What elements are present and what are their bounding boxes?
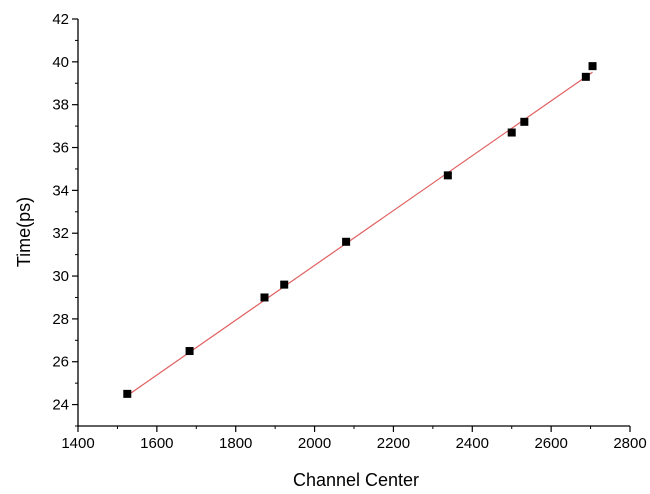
data-point [280, 280, 289, 289]
data-point [443, 171, 452, 180]
x-tick-label: 1400 [61, 435, 94, 452]
data-point [342, 237, 351, 246]
data-point [507, 128, 516, 137]
x-tick-label: 2400 [456, 435, 489, 452]
y-tick-label: 28 [52, 311, 69, 328]
y-tick-label: 26 [52, 354, 69, 371]
data-point [185, 347, 194, 356]
fit-line-layer [126, 71, 593, 397]
y-tick-label: 40 [52, 54, 69, 71]
x-tick-label: 2800 [613, 435, 646, 452]
y-axis-title: Time(ps) [14, 197, 34, 267]
x-tick-label: 1800 [219, 435, 252, 452]
data-point [588, 62, 597, 71]
y-tick-label: 30 [52, 268, 69, 285]
x-tick-label: 2600 [534, 435, 567, 452]
data-point [581, 72, 590, 81]
x-tick-label: 2200 [377, 435, 410, 452]
axes: 1400 1600 1800 2000 2200 2400 2600 2800 24 26 28 30… [52, 11, 646, 452]
data-point [520, 117, 529, 126]
fit-line [126, 71, 593, 397]
data-point [260, 293, 269, 302]
y-tick-label: 32 [52, 225, 69, 242]
x-tick-label: 1600 [140, 435, 173, 452]
y-tick-label: 42 [52, 11, 69, 28]
y-tick-label: 24 [52, 397, 69, 414]
x-tick-label: 2000 [298, 435, 331, 452]
y-tick-label: 36 [52, 140, 69, 157]
y-tick-label: 34 [52, 182, 69, 199]
y-tick-label: 38 [52, 97, 69, 114]
data-point [123, 389, 132, 398]
x-axis-title: Channel Center [293, 470, 419, 490]
data-points [123, 62, 597, 398]
